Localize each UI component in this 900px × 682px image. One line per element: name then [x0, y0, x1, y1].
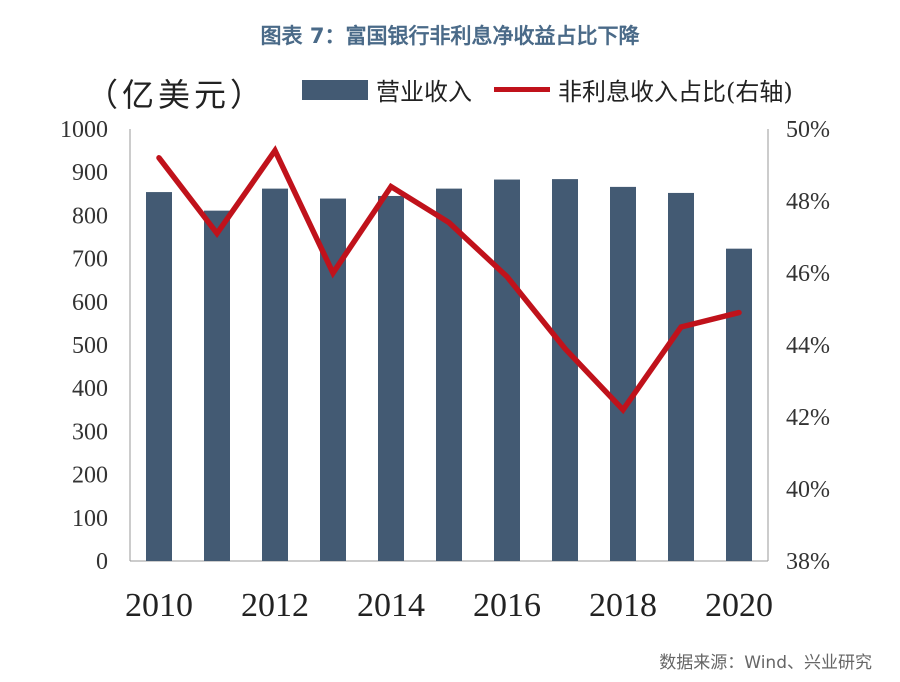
left-axis-tick-label: 300	[72, 419, 108, 445]
chart-title: 图表 7：富国银行非利息净收益占比下降	[260, 24, 640, 48]
x-axis-tick-label: 2014	[357, 587, 425, 624]
right-axis-tick-label: 50%	[786, 117, 830, 143]
left-axis-tick-label: 600	[72, 290, 108, 316]
bar-revenue-2020	[726, 248, 752, 561]
legend-bar-label: 营业收入	[376, 78, 472, 106]
bar-revenue-2017	[552, 179, 578, 561]
x-axis-tick-label: 2020	[705, 587, 773, 624]
left-axis-tick-label: 800	[72, 203, 108, 229]
left-axis-tick-label: 1000	[60, 117, 108, 143]
bar-revenue-2019	[668, 192, 694, 561]
legend-line-swatch	[494, 87, 550, 92]
right-axis-tick-label: 44%	[786, 333, 830, 359]
legend-line-label: 非利息收入占比(右轴)	[558, 78, 793, 106]
right-axis-tick-label: 40%	[786, 477, 830, 503]
x-axis-tick-label: 2010	[125, 587, 193, 624]
x-axis-tick-label: 2016	[473, 587, 541, 624]
left-axis-tick-label: 700	[72, 247, 108, 273]
left-axis-unit-label: （亿美元）	[86, 76, 267, 114]
bar-revenue-2016	[494, 179, 520, 561]
bar-revenue-2011	[204, 210, 230, 561]
left-axis-tick-label: 100	[72, 506, 108, 532]
x-axis-tick-label: 2018	[589, 587, 657, 624]
left-axis-tick-label: 500	[72, 333, 108, 359]
legend: 营业收入 非利息收入占比(右轴)	[302, 72, 793, 107]
right-axis-tick-label: 42%	[786, 405, 830, 431]
bar-revenue-2010	[146, 192, 172, 561]
bar-revenue-2015	[436, 188, 462, 561]
right-axis-tick-label: 46%	[786, 261, 830, 287]
bar-revenue-2014	[378, 195, 404, 561]
left-axis-tick-label: 900	[72, 160, 108, 186]
bar-revenue-2018	[610, 186, 636, 561]
right-axis-tick-label: 48%	[786, 189, 830, 215]
bar-revenue-2012	[262, 188, 288, 561]
left-axis-tick-label: 0	[96, 549, 108, 575]
right-axis-tick-label: 38%	[786, 549, 830, 575]
source-note: 数据来源：Wind、兴业研究	[659, 653, 872, 673]
x-axis-tick-label: 2012	[241, 587, 309, 624]
left-axis-tick-label: 400	[72, 376, 108, 402]
left-axis-tick-label: 200	[72, 463, 108, 489]
legend-bar-swatch	[302, 79, 368, 100]
